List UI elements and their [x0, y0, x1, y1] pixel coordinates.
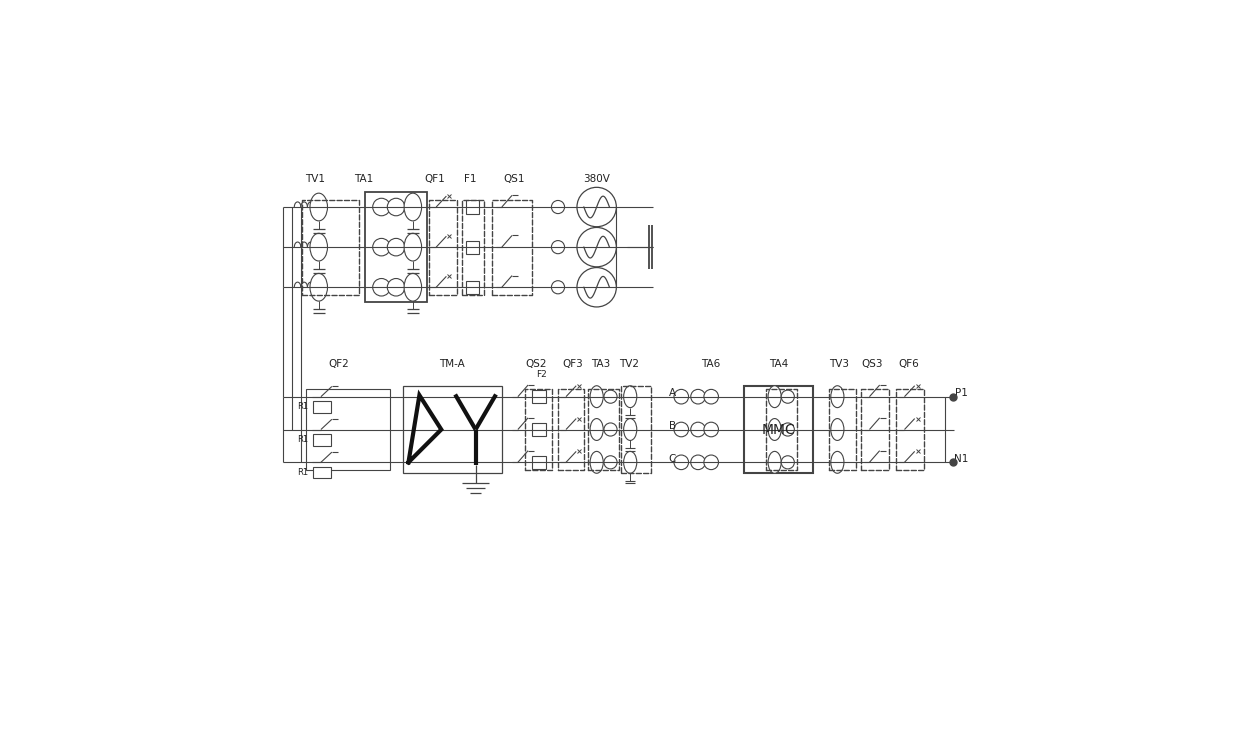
Bar: [532, 423, 546, 436]
Text: R1: R1: [298, 402, 309, 412]
Ellipse shape: [590, 386, 603, 408]
Circle shape: [577, 268, 616, 307]
Circle shape: [387, 198, 404, 216]
Ellipse shape: [768, 418, 781, 440]
Ellipse shape: [624, 386, 637, 408]
Text: QS2: QS2: [526, 359, 547, 369]
Circle shape: [373, 238, 391, 256]
Ellipse shape: [590, 451, 603, 473]
Text: P1: P1: [955, 388, 967, 398]
Circle shape: [604, 423, 618, 436]
Bar: [744, 386, 813, 473]
Circle shape: [373, 198, 391, 216]
Circle shape: [781, 390, 795, 404]
Text: B: B: [668, 421, 676, 431]
Bar: [532, 456, 546, 469]
Bar: [306, 390, 391, 470]
Text: TV1: TV1: [305, 174, 325, 184]
Text: TA6: TA6: [702, 359, 720, 369]
Text: A: A: [668, 388, 676, 398]
Circle shape: [704, 455, 718, 470]
Text: TA4: TA4: [769, 359, 789, 369]
Circle shape: [691, 455, 706, 470]
Text: C: C: [668, 453, 676, 464]
Text: F2: F2: [537, 370, 547, 379]
Bar: [312, 467, 331, 478]
Ellipse shape: [768, 451, 781, 473]
Circle shape: [577, 187, 616, 226]
Circle shape: [604, 456, 618, 469]
Circle shape: [675, 422, 688, 437]
Circle shape: [552, 240, 564, 254]
Ellipse shape: [831, 418, 844, 440]
Circle shape: [781, 423, 795, 436]
Ellipse shape: [590, 418, 603, 440]
Bar: [466, 281, 479, 294]
Ellipse shape: [404, 233, 422, 261]
Text: 380V: 380V: [583, 174, 610, 184]
Bar: [532, 390, 546, 404]
Circle shape: [577, 227, 616, 267]
Circle shape: [387, 238, 404, 256]
Text: R1: R1: [298, 435, 309, 444]
Circle shape: [704, 390, 718, 404]
Text: F1: F1: [464, 174, 476, 184]
Ellipse shape: [768, 386, 781, 408]
Ellipse shape: [831, 386, 844, 408]
Text: TA3: TA3: [590, 359, 610, 369]
Text: QS3: QS3: [861, 359, 883, 369]
Circle shape: [552, 201, 564, 214]
Text: QF6: QF6: [899, 359, 919, 369]
Circle shape: [675, 390, 688, 404]
Text: TV2: TV2: [620, 359, 640, 369]
Bar: [365, 193, 427, 302]
Circle shape: [552, 281, 564, 294]
Text: N1: N1: [955, 453, 968, 464]
Circle shape: [691, 422, 706, 437]
Ellipse shape: [404, 193, 422, 221]
Text: R1: R1: [298, 468, 309, 477]
Ellipse shape: [404, 273, 422, 301]
Circle shape: [704, 422, 718, 437]
Bar: [312, 401, 331, 413]
Ellipse shape: [310, 193, 327, 221]
Circle shape: [604, 390, 618, 404]
Ellipse shape: [831, 451, 844, 473]
Text: QF1: QF1: [424, 174, 445, 184]
Bar: [466, 240, 479, 254]
Circle shape: [691, 390, 706, 404]
Text: TM-A: TM-A: [439, 359, 465, 369]
Circle shape: [373, 279, 391, 296]
Circle shape: [387, 279, 404, 296]
Text: QF2: QF2: [329, 359, 350, 369]
Ellipse shape: [310, 233, 327, 261]
Bar: [312, 434, 331, 445]
Circle shape: [675, 455, 688, 470]
Bar: [403, 386, 502, 473]
Ellipse shape: [624, 418, 637, 440]
Ellipse shape: [624, 451, 637, 473]
Text: TA1: TA1: [353, 174, 373, 184]
Ellipse shape: [310, 273, 327, 301]
Text: QF3: QF3: [562, 359, 583, 369]
Text: MMC: MMC: [761, 423, 796, 437]
Bar: [466, 201, 479, 214]
Text: QS1: QS1: [503, 174, 525, 184]
Text: TV3: TV3: [828, 359, 849, 369]
Circle shape: [781, 456, 795, 469]
